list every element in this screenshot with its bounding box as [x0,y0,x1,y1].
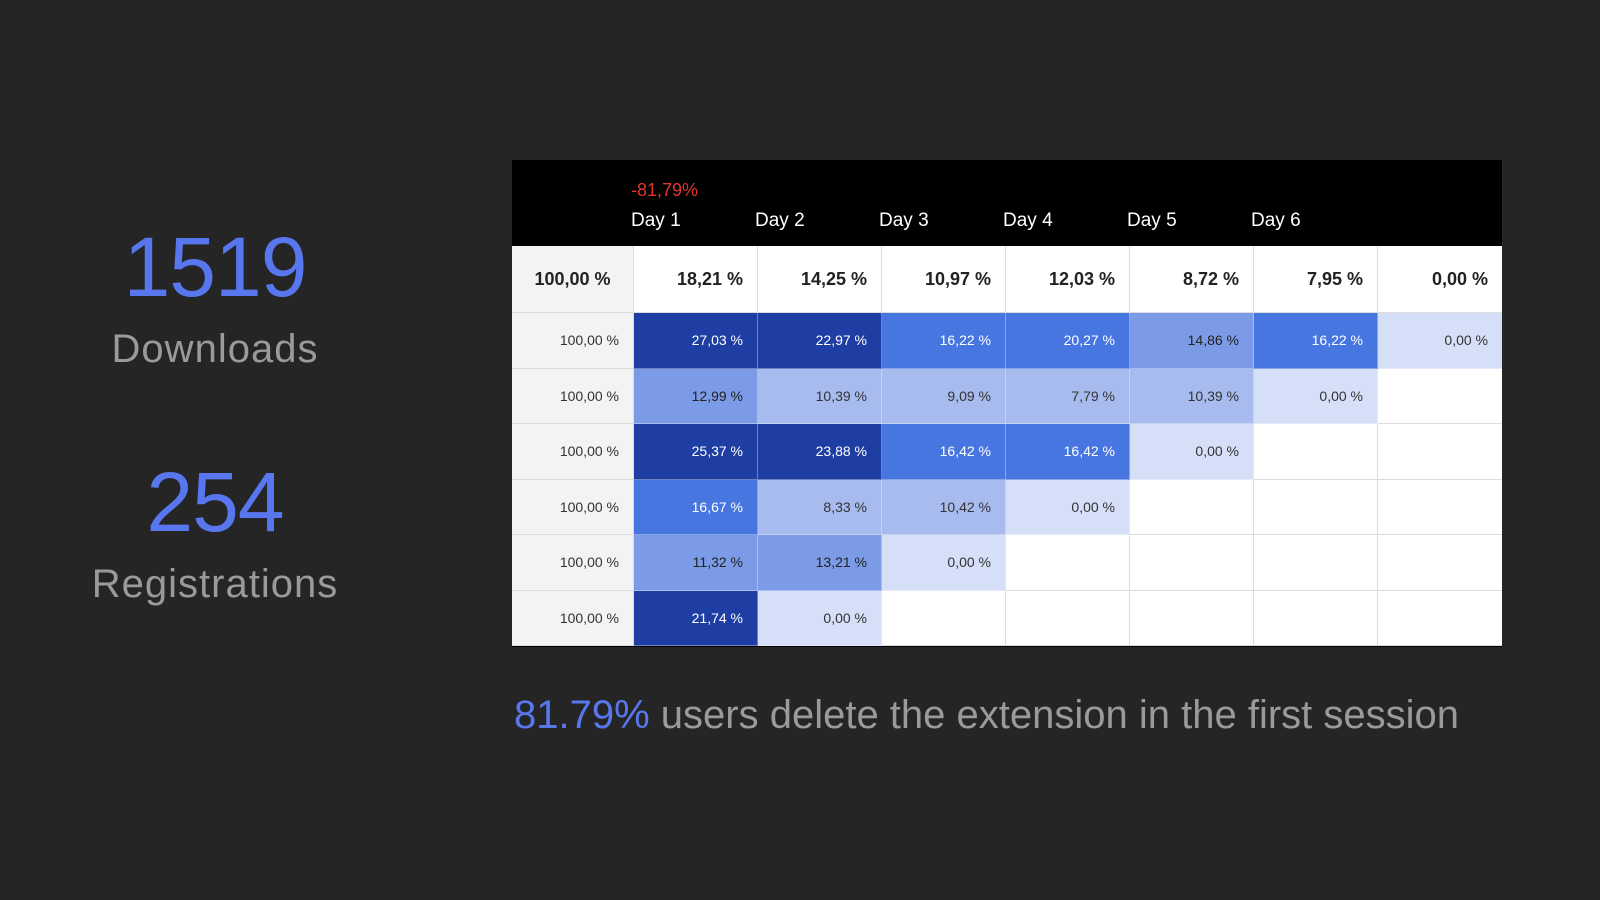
retention-cell: 16,22 % [1254,313,1378,369]
downloads-value: 1519 [123,220,308,314]
retention-cell: 12,99 % [634,368,758,424]
empty-cell [1378,479,1502,535]
retention-cell: 16,67 % [634,479,758,535]
retention-cell: 0,00 % [1378,313,1502,369]
summary-cell: 18,21 % [634,246,758,313]
retention-cell: 10,42 % [882,479,1006,535]
empty-cell [1254,535,1378,591]
cohort-row: 100,00 % 27,03 % 22,97 % 16,22 % 20,27 % 14,8… [512,313,1502,369]
registrations-stat: 254 Registrations [65,460,365,604]
retention-cell: 20,27 % [1006,313,1130,369]
cohort-row: 100,00 % 12,99 % 10,39 % 9,09 % 7,79 % 10,39 … [512,368,1502,424]
empty-cell [1378,424,1502,480]
empty-cell [1378,368,1502,424]
cohort-base-cell: 100,00 % [512,368,634,424]
cohort-row: 100,00 % 25,37 % 23,88 % 16,42 % 16,42 % 0,00… [512,424,1502,480]
retention-cell: 27,03 % [634,313,758,369]
summary-cell: 8,72 % [1130,246,1254,313]
retention-cell: 0,00 % [1006,479,1130,535]
retention-cell: 0,00 % [1254,368,1378,424]
cohort-base-cell: 100,00 % [512,424,634,480]
column-header-day-3: Day 3 [879,210,929,231]
retention-cell: 10,39 % [1130,368,1254,424]
cohort-grid: 100,00 % 18,21 % 14,25 % 10,97 % 12,03 % 8,72… [512,246,1502,646]
registrations-label: Registrations [91,562,339,606]
retention-cell: 22,97 % [758,313,882,369]
summary-cell: 10,97 % [882,246,1006,313]
empty-cell [1130,590,1254,646]
retention-cell: 7,79 % [1006,368,1130,424]
empty-cell [1130,479,1254,535]
cohort-row: 100,00 % 21,74 % 0,00 % [512,590,1502,646]
summary-row: 100,00 % 18,21 % 14,25 % 10,97 % 12,03 % 8,72… [512,246,1502,313]
retention-cell: 13,21 % [758,535,882,591]
retention-cell: 10,39 % [758,368,882,424]
day1-drop-label: -81,79% [631,180,699,200]
cohort-row: 100,00 % 16,67 % 8,33 % 10,42 % 0,00 % [512,479,1502,535]
conclusion-highlight: 81.79% [514,693,650,737]
retention-cell: 9,09 % [882,368,1006,424]
cohort-base-cell: 100,00 % [512,479,634,535]
empty-cell [1130,535,1254,591]
cohort-header: -81,79% Day 1 Day 2 Day 3 Day 4 Day 5 Day 6 [512,160,1502,246]
cohort-row: 100,00 % 11,32 % 13,21 % 0,00 % [512,535,1502,591]
empty-cell [1006,535,1130,591]
downloads-stat: 1519 Downloads [65,225,365,369]
cohort-base-cell: 100,00 % [512,313,634,369]
retention-cell: 8,33 % [758,479,882,535]
column-header-day-1: Day 1 [631,210,681,231]
empty-cell [1378,590,1502,646]
summary-cell: 14,25 % [758,246,882,313]
conclusion-body: users delete the extension in the first … [649,693,1460,737]
summary-cell: 12,03 % [1006,246,1130,313]
retention-cell: 0,00 % [1130,424,1254,480]
retention-cell: 11,32 % [634,535,758,591]
cohort-base-cell: 100,00 % [512,535,634,591]
retention-cell: 23,88 % [758,424,882,480]
retention-cell: 0,00 % [758,590,882,646]
retention-cell: 16,42 % [1006,424,1130,480]
cohort-base-cell: 100,00 % [512,590,634,646]
summary-cell: 7,95 % [1254,246,1378,313]
summary-cell: 0,00 % [1378,246,1502,313]
empty-cell [1378,535,1502,591]
empty-cell [1254,479,1378,535]
conclusion-text: 81.79% users delete the extension in the… [514,693,1504,738]
retention-cell: 21,74 % [634,590,758,646]
retention-cell: 14,86 % [1130,313,1254,369]
retention-cell: 25,37 % [634,424,758,480]
retention-cell: 16,22 % [882,313,1006,369]
empty-cell [1254,590,1378,646]
empty-cell [1006,590,1130,646]
retention-cell: 0,00 % [882,535,1006,591]
empty-cell [882,590,1006,646]
registrations-value: 254 [146,455,284,549]
cohort-retention-table: -81,79% Day 1 Day 2 Day 3 Day 4 Day 5 Day 6 1… [512,160,1502,647]
column-header-day-2: Day 2 [755,210,805,231]
empty-cell [1254,424,1378,480]
retention-cell: 16,42 % [882,424,1006,480]
column-header-day-4: Day 4 [1003,210,1053,231]
column-header-day-5: Day 5 [1127,210,1177,231]
column-header-day-6: Day 6 [1251,210,1301,231]
downloads-label: Downloads [111,327,319,371]
summary-cell: 100,00 % [512,246,634,313]
